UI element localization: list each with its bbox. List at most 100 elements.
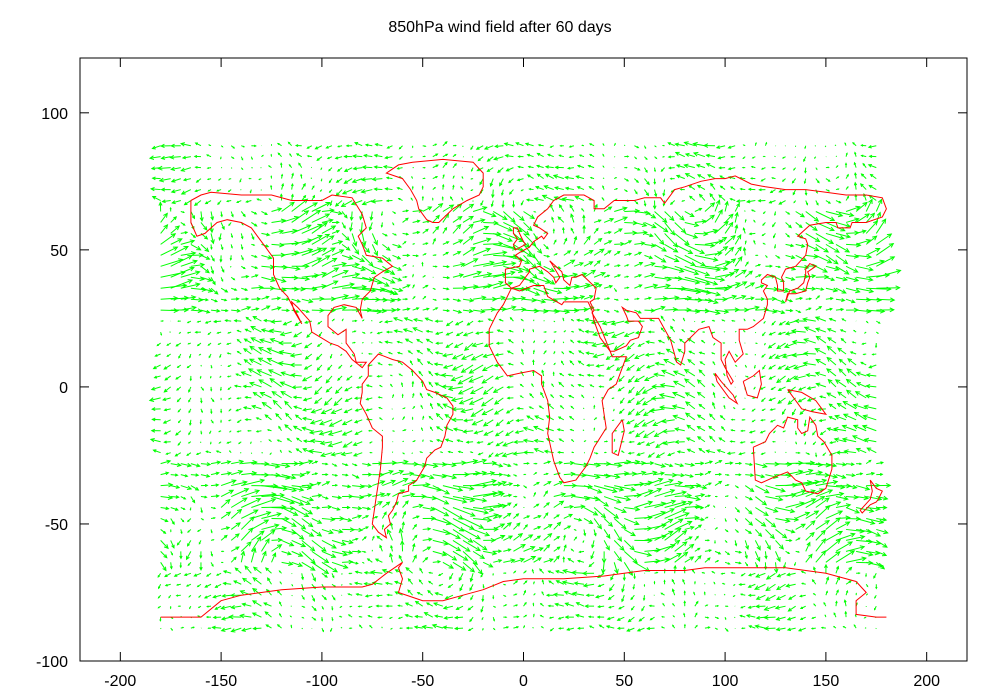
- wind-vector: [278, 340, 292, 346]
- wind-vector: [674, 265, 700, 276]
- wind-vector-shaft: [644, 178, 650, 185]
- wind-vector-head: [374, 143, 379, 147]
- wind-vector-head: [351, 178, 357, 184]
- wind-vector: [442, 297, 450, 301]
- wind-vector: [744, 261, 749, 267]
- wind-vector: [755, 254, 759, 257]
- wind-vector: [432, 143, 438, 147]
- wind-vector: [335, 189, 343, 197]
- wind-vector: [379, 384, 383, 388]
- wind-vector: [400, 382, 404, 388]
- wind-vector-head: [662, 203, 666, 207]
- wind-vector: [865, 320, 869, 324]
- wind-vector: [188, 397, 192, 403]
- wind-vector: [674, 142, 685, 147]
- wind-vector: [603, 284, 614, 289]
- wind-vector-head: [803, 181, 807, 185]
- wind-vector: [709, 192, 716, 201]
- wind-vector: [252, 315, 262, 322]
- wind-vector: [654, 189, 658, 198]
- wind-vector-shaft: [825, 211, 843, 217]
- wind-vector: [762, 155, 766, 158]
- wind-vector-shaft: [493, 243, 517, 250]
- wind-vector-head: [150, 166, 156, 171]
- wind-vector: [742, 144, 746, 147]
- wind-vector: [634, 284, 643, 289]
- wind-vector-shaft: [544, 185, 554, 191]
- wind-vector-shaft: [533, 244, 542, 254]
- wind-vector-shaft: [545, 173, 554, 180]
- wind-vector-shaft: [432, 215, 440, 223]
- wind-vector-head: [608, 206, 613, 211]
- wind-vector: [417, 358, 424, 366]
- wind-vector-shaft: [674, 265, 699, 275]
- wind-vector-head: [626, 155, 630, 158]
- wind-vector-shaft: [487, 167, 494, 172]
- wind-vector: [494, 144, 504, 149]
- wind-vector: [190, 262, 206, 268]
- wind-vector-head: [812, 226, 818, 231]
- wind-vector: [196, 320, 202, 323]
- wind-vector-head: [683, 163, 689, 169]
- wind-vector: [644, 352, 655, 357]
- wind-vector: [684, 211, 695, 218]
- wind-vector-head: [384, 187, 389, 191]
- wind-vector: [576, 186, 585, 191]
- wind-vector-head: [371, 269, 377, 275]
- wind-vector-head: [645, 157, 648, 161]
- wind-vector: [765, 308, 778, 314]
- wind-vector: [231, 308, 242, 313]
- wind-vector: [532, 359, 535, 366]
- wind-vector-head: [626, 179, 630, 182]
- wind-vector: [402, 297, 409, 301]
- wind-vector-head: [278, 229, 285, 235]
- wind-vector: [183, 200, 192, 206]
- wind-vector: [656, 351, 665, 355]
- wind-vector: [826, 328, 837, 333]
- wind-vector-shaft: [160, 224, 168, 234]
- wind-vector-shaft: [523, 222, 533, 231]
- wind-vector: [200, 397, 203, 404]
- wind-vector: [298, 162, 303, 168]
- wind-vector-head: [700, 261, 706, 267]
- wind-vector-head: [411, 175, 413, 178]
- wind-vector: [229, 265, 232, 268]
- wind-vector-shaft: [728, 145, 736, 149]
- wind-vector: [803, 326, 817, 333]
- wind-vector-shaft: [876, 270, 901, 278]
- wind-vector-shaft: [311, 222, 328, 234]
- wind-vector-head: [705, 163, 711, 167]
- wind-vector: [270, 184, 273, 190]
- wind-vector: [281, 201, 295, 212]
- wind-vector-head: [306, 146, 310, 149]
- wind-vector: [844, 162, 848, 168]
- wind-vector-shaft: [181, 189, 192, 195]
- wind-vector-head: [669, 177, 673, 180]
- wind-vector-head: [862, 353, 865, 356]
- wind-vector: [378, 341, 383, 344]
- wind-vector-shaft: [835, 243, 850, 253]
- wind-vector: [301, 202, 319, 212]
- wind-vector-head: [368, 375, 371, 378]
- wind-vector: [178, 353, 182, 359]
- wind-vector-head: [762, 223, 765, 226]
- wind-vector-shaft: [684, 164, 695, 169]
- wind-vector: [603, 240, 613, 245]
- wind-vector: [516, 178, 524, 182]
- wind-vector: [194, 142, 202, 147]
- wind-vector: [793, 375, 806, 381]
- wind-vector: [523, 222, 533, 232]
- wind-vector: [181, 155, 191, 160]
- wind-vector-shaft: [311, 202, 331, 212]
- wind-vector: [654, 145, 657, 148]
- wind-vector-head: [373, 165, 378, 169]
- wind-vector: [382, 265, 396, 275]
- wind-vector-shaft: [170, 246, 189, 256]
- wind-vector-head: [742, 227, 746, 231]
- wind-vector: [696, 379, 706, 388]
- wind-vector-head: [445, 251, 450, 255]
- wind-vector-shaft: [603, 206, 612, 212]
- wind-vector-shaft: [315, 145, 323, 150]
- wind-vector-head: [724, 200, 729, 206]
- wind-vector: [570, 227, 575, 234]
